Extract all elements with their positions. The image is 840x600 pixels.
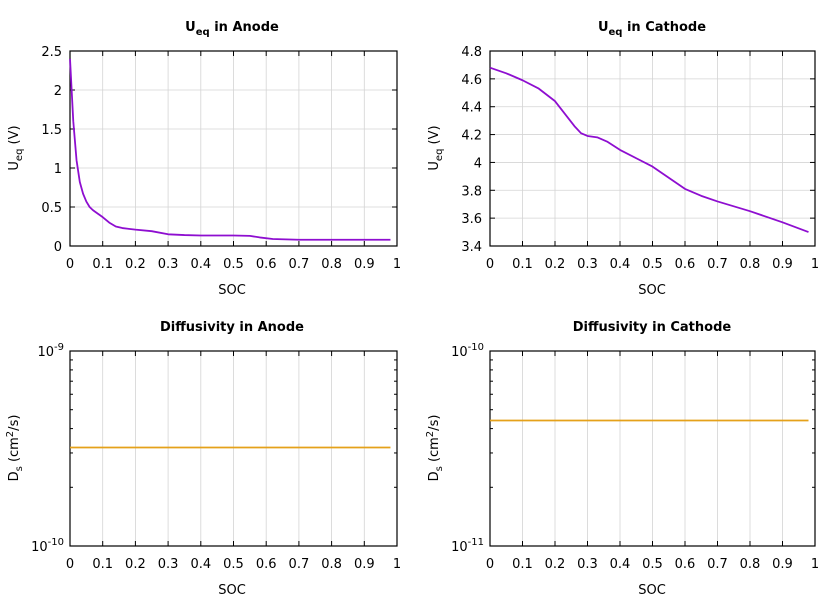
x-tick-label: 0.7	[707, 257, 728, 272]
x-tick-label: 0	[66, 557, 74, 572]
y-tick-label: 1.5	[41, 123, 62, 138]
y-tick-label: 3.8	[461, 184, 482, 199]
y-tick-label: 10-10	[451, 342, 484, 360]
x-tick-label: 0.7	[289, 557, 310, 572]
x-tick-label: 0.4	[610, 557, 631, 572]
x-tick-label: 0.6	[675, 257, 696, 272]
x-tick-label: 0.4	[190, 257, 211, 272]
x-tick-label: 0.6	[675, 557, 696, 572]
series-line	[489, 66, 809, 233]
x-tick-label: 0.5	[223, 257, 244, 272]
grid	[102, 351, 365, 546]
x-tick-label: 0.3	[577, 557, 598, 572]
x-axis-label: SOC	[638, 283, 666, 298]
x-tick-label: 1	[811, 557, 819, 572]
x-tick-label: 0.2	[125, 557, 146, 572]
grid	[522, 351, 783, 546]
x-tick-label: 0.1	[92, 257, 113, 272]
y-tick-label: 3.6	[461, 212, 482, 227]
chart-ueq-anode: Ueq in Anode SOC Ueq (V) 0 0.1 0.2 0.3 0.4 0.…	[7, 20, 401, 298]
chart-title: Ueq in Anode	[185, 20, 279, 38]
y-tick-label: 10-10	[31, 537, 64, 555]
y-tick-label: 0.5	[41, 201, 62, 216]
x-tick-label: 0.8	[321, 557, 342, 572]
x-tick-label: 0.5	[642, 257, 663, 272]
x-tick-label: 0	[486, 557, 494, 572]
series-line	[69, 58, 391, 241]
y-tick-label: 3.4	[461, 240, 482, 255]
y-tick-label: 2.5	[41, 45, 62, 60]
x-tick-label: 0.1	[512, 257, 533, 272]
x-tick-label: 0.7	[289, 257, 310, 272]
y-axis-label: Ueq (V)	[7, 125, 25, 170]
x-tick-label: 0.8	[740, 257, 761, 272]
x-tick-label: 0.1	[92, 557, 113, 572]
x-tick-label: 0.9	[772, 257, 793, 272]
chart-diffusivity-cathode: Diffusivity in Cathode SOC Ds (cm2/s) 0 0…	[425, 320, 819, 598]
x-tick-label: 0.2	[125, 257, 146, 272]
x-tick-label: 0.9	[354, 557, 375, 572]
x-tick-label: 0.6	[256, 557, 277, 572]
y-axis-label: Ueq (V)	[427, 125, 445, 170]
chart-title: Diffusivity in Anode	[160, 320, 304, 335]
y-tick-label: 4.8	[461, 45, 482, 60]
y-tick-label: 4	[474, 156, 482, 171]
chart-title: Ueq in Cathode	[598, 20, 706, 38]
x-axis-label: SOC	[638, 583, 666, 598]
y-tick-label: 10-11	[451, 537, 484, 555]
x-tick-label: 1	[393, 557, 401, 572]
grid	[70, 51, 397, 246]
x-tick-label: 0.4	[610, 257, 631, 272]
y-tick-label: 10-9	[37, 342, 64, 360]
x-tick-label: 0.1	[512, 557, 533, 572]
x-tick-label: 0	[66, 257, 74, 272]
y-tick-label: 4.2	[461, 129, 482, 144]
x-tick-label: 1	[393, 257, 401, 272]
x-tick-label: 0.5	[642, 557, 663, 572]
x-tick-label: 0.9	[354, 257, 375, 272]
x-tick-label: 0.2	[545, 257, 566, 272]
x-axis-label: SOC	[218, 583, 246, 598]
y-axis-label: Ds (cm2/s)	[425, 415, 445, 482]
chart-title: Diffusivity in Cathode	[573, 320, 732, 335]
chart-ueq-cathode: Ueq in Cathode SOC Ueq (V) 0 0.1 0.2 0.3 0.4…	[427, 20, 819, 298]
x-tick-label: 0.3	[158, 557, 179, 572]
chart-diffusivity-anode: Diffusivity in Anode SOC Ds (cm2/s) 0 0.1…	[5, 320, 401, 598]
y-tick-label: 1	[54, 162, 62, 177]
y-tick-label: 2	[54, 84, 62, 99]
y-tick-label: 4.4	[461, 101, 482, 116]
x-tick-label: 0	[486, 257, 494, 272]
y-tick-label: 0	[54, 240, 62, 255]
x-tick-label: 0.9	[772, 557, 793, 572]
x-tick-label: 0.7	[707, 557, 728, 572]
x-tick-label: 0.6	[256, 257, 277, 272]
x-tick-label: 0.8	[321, 257, 342, 272]
x-tick-label: 0.5	[223, 557, 244, 572]
grid	[490, 51, 815, 246]
x-tick-label: 0.3	[158, 257, 179, 272]
x-axis-label: SOC	[218, 283, 246, 298]
y-tick-label: 4.6	[461, 73, 482, 88]
x-tick-label: 0.8	[740, 557, 761, 572]
y-axis-label: Ds (cm2/s)	[5, 415, 25, 482]
x-tick-label: 1	[811, 257, 819, 272]
x-tick-label: 0.2	[545, 557, 566, 572]
x-tick-label: 0.3	[577, 257, 598, 272]
x-tick-label: 0.4	[190, 557, 211, 572]
